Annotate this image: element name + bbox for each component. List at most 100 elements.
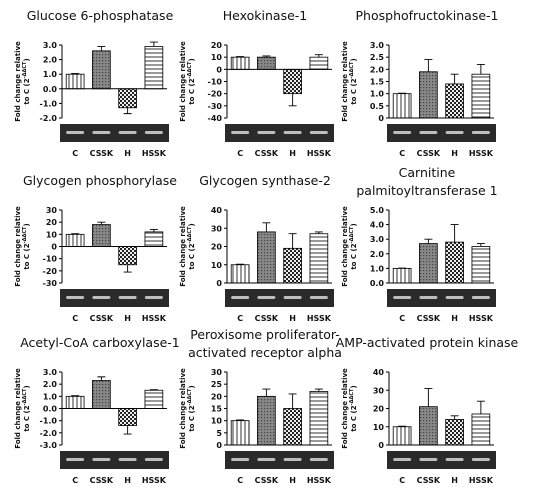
error-bar [123, 425, 132, 435]
gel-band [257, 458, 276, 461]
y-tick-label: 20 [373, 405, 385, 414]
y-tick-label: 0 [378, 114, 384, 123]
x-tick-label: H [451, 476, 458, 485]
x-tick-label: H [451, 149, 458, 158]
error-bar [236, 419, 245, 421]
panel-title: Glycogen synthase-2 [199, 173, 331, 188]
y-label-part: ) [350, 385, 358, 388]
bar [92, 50, 111, 90]
gel-band [445, 458, 464, 461]
x-tick-label: H [124, 149, 131, 158]
error-bar [71, 73, 80, 75]
y-label-part: to C (2 [350, 405, 358, 431]
panel-title: activated receptor alpha [188, 345, 342, 360]
bar [471, 413, 491, 446]
y-tick-label: 2.0 [43, 56, 58, 65]
gel-band [66, 458, 85, 461]
y-tick-label: 0.5 [370, 102, 385, 111]
y-label-part: to C (2 [188, 243, 196, 269]
panel-title: Carnitine [399, 165, 456, 180]
y-tick-label: 2.0 [43, 380, 58, 389]
gel-image [387, 451, 496, 469]
y-label-sup: -ΔΔCT [349, 226, 355, 243]
y-label-line: Fold change relative [179, 41, 187, 122]
error-bar [236, 263, 245, 265]
bar [419, 71, 438, 119]
y-tick-label: 1.5 [370, 78, 385, 87]
y-tick-label: 3.0 [370, 235, 385, 244]
x-tick-label: H [289, 476, 296, 485]
y-tick-label: -3.0 [40, 441, 58, 450]
y-label-part: to C (2 [188, 405, 196, 431]
bar [118, 88, 137, 109]
error-bar [262, 222, 271, 232]
y-tick-label: 1.0 [370, 90, 385, 99]
y-label-part: ) [23, 58, 31, 61]
gel-band [445, 296, 464, 299]
y-tick-label: 10 [211, 417, 223, 426]
bar [118, 246, 137, 266]
gel-image [225, 124, 334, 142]
x-tick-label: H [289, 314, 296, 323]
y-axis-label: Fold change relative to C (2-ΔΔCT) [14, 206, 31, 287]
y-label-sup: -ΔΔCT [187, 226, 193, 243]
gel-band [309, 131, 328, 134]
x-tick-label: HSSK [307, 314, 332, 323]
y-label-sup: -ΔΔCT [22, 226, 28, 243]
y-label-part: to C (2 [23, 78, 31, 104]
error-bar [71, 395, 80, 397]
y-label-part: to C (2 [350, 243, 358, 269]
y-label-sup: -ΔΔCT [22, 388, 28, 405]
gel-band [283, 296, 302, 299]
y-label-line: to C (2-ΔΔCT) [187, 223, 196, 269]
y-tick-label: 0 [378, 441, 384, 450]
x-tick-label: CSSK [417, 314, 441, 323]
gel-band [283, 131, 302, 134]
y-label-sup: -ΔΔCT [349, 388, 355, 405]
y-tick-label: 1.0 [43, 70, 58, 79]
y-tick-label: -2.0 [40, 429, 58, 438]
y-tick-label: 10 [211, 53, 223, 62]
gel-band [231, 131, 250, 134]
error-bar [314, 388, 323, 392]
bar [309, 233, 329, 284]
y-label-line: to C (2-ΔΔCT) [187, 58, 196, 104]
bar [257, 395, 276, 446]
gel-band [283, 458, 302, 461]
gel-image [60, 289, 169, 307]
error-bar [314, 54, 323, 58]
y-label-line: Fold change relative [179, 206, 187, 287]
panel-title: Peroxisome proliferator- [190, 327, 339, 342]
bar [392, 267, 412, 284]
x-tick-label: CSSK [255, 149, 279, 158]
gel-image [387, 124, 496, 142]
x-tick-label: C [72, 149, 78, 158]
bar [257, 231, 276, 284]
bar [392, 426, 412, 446]
panel-title: palmitoyltransferase 1 [356, 183, 497, 198]
gel-band [66, 296, 85, 299]
x-tick-label: CSSK [417, 476, 441, 485]
bar [471, 246, 491, 284]
y-label-line: to C (2-ΔΔCT) [22, 385, 31, 431]
y-label-part: ) [350, 223, 358, 226]
panel-title: Phosphofructokinase-1 [356, 8, 499, 23]
y-label-line: Fold change relative [14, 368, 22, 449]
y-label-line: to C (2-ΔΔCT) [349, 223, 358, 269]
error-bar [314, 231, 323, 234]
y-tick-label: 10 [373, 423, 385, 432]
gel-band [118, 131, 137, 134]
error-bar [123, 264, 132, 273]
y-axis-label: Fold change relative to C (2-ΔΔCT) [179, 368, 196, 449]
y-tick-label: 3.0 [370, 41, 385, 50]
gel-image [387, 289, 496, 307]
y-axis-label: Fold change relative to C (2-ΔΔCT) [341, 368, 358, 449]
x-tick-label: HSSK [469, 149, 494, 158]
error-bar [71, 233, 80, 235]
x-tick-label: H [289, 149, 296, 158]
gel-band [471, 458, 490, 461]
y-axis-label: Fold change relative to C (2-ΔΔCT) [179, 206, 196, 287]
error-bar [288, 233, 297, 249]
y-tick-label: -20 [43, 267, 58, 276]
y-axis-label: Fold change relative to C (2-ΔΔCT) [14, 41, 31, 122]
